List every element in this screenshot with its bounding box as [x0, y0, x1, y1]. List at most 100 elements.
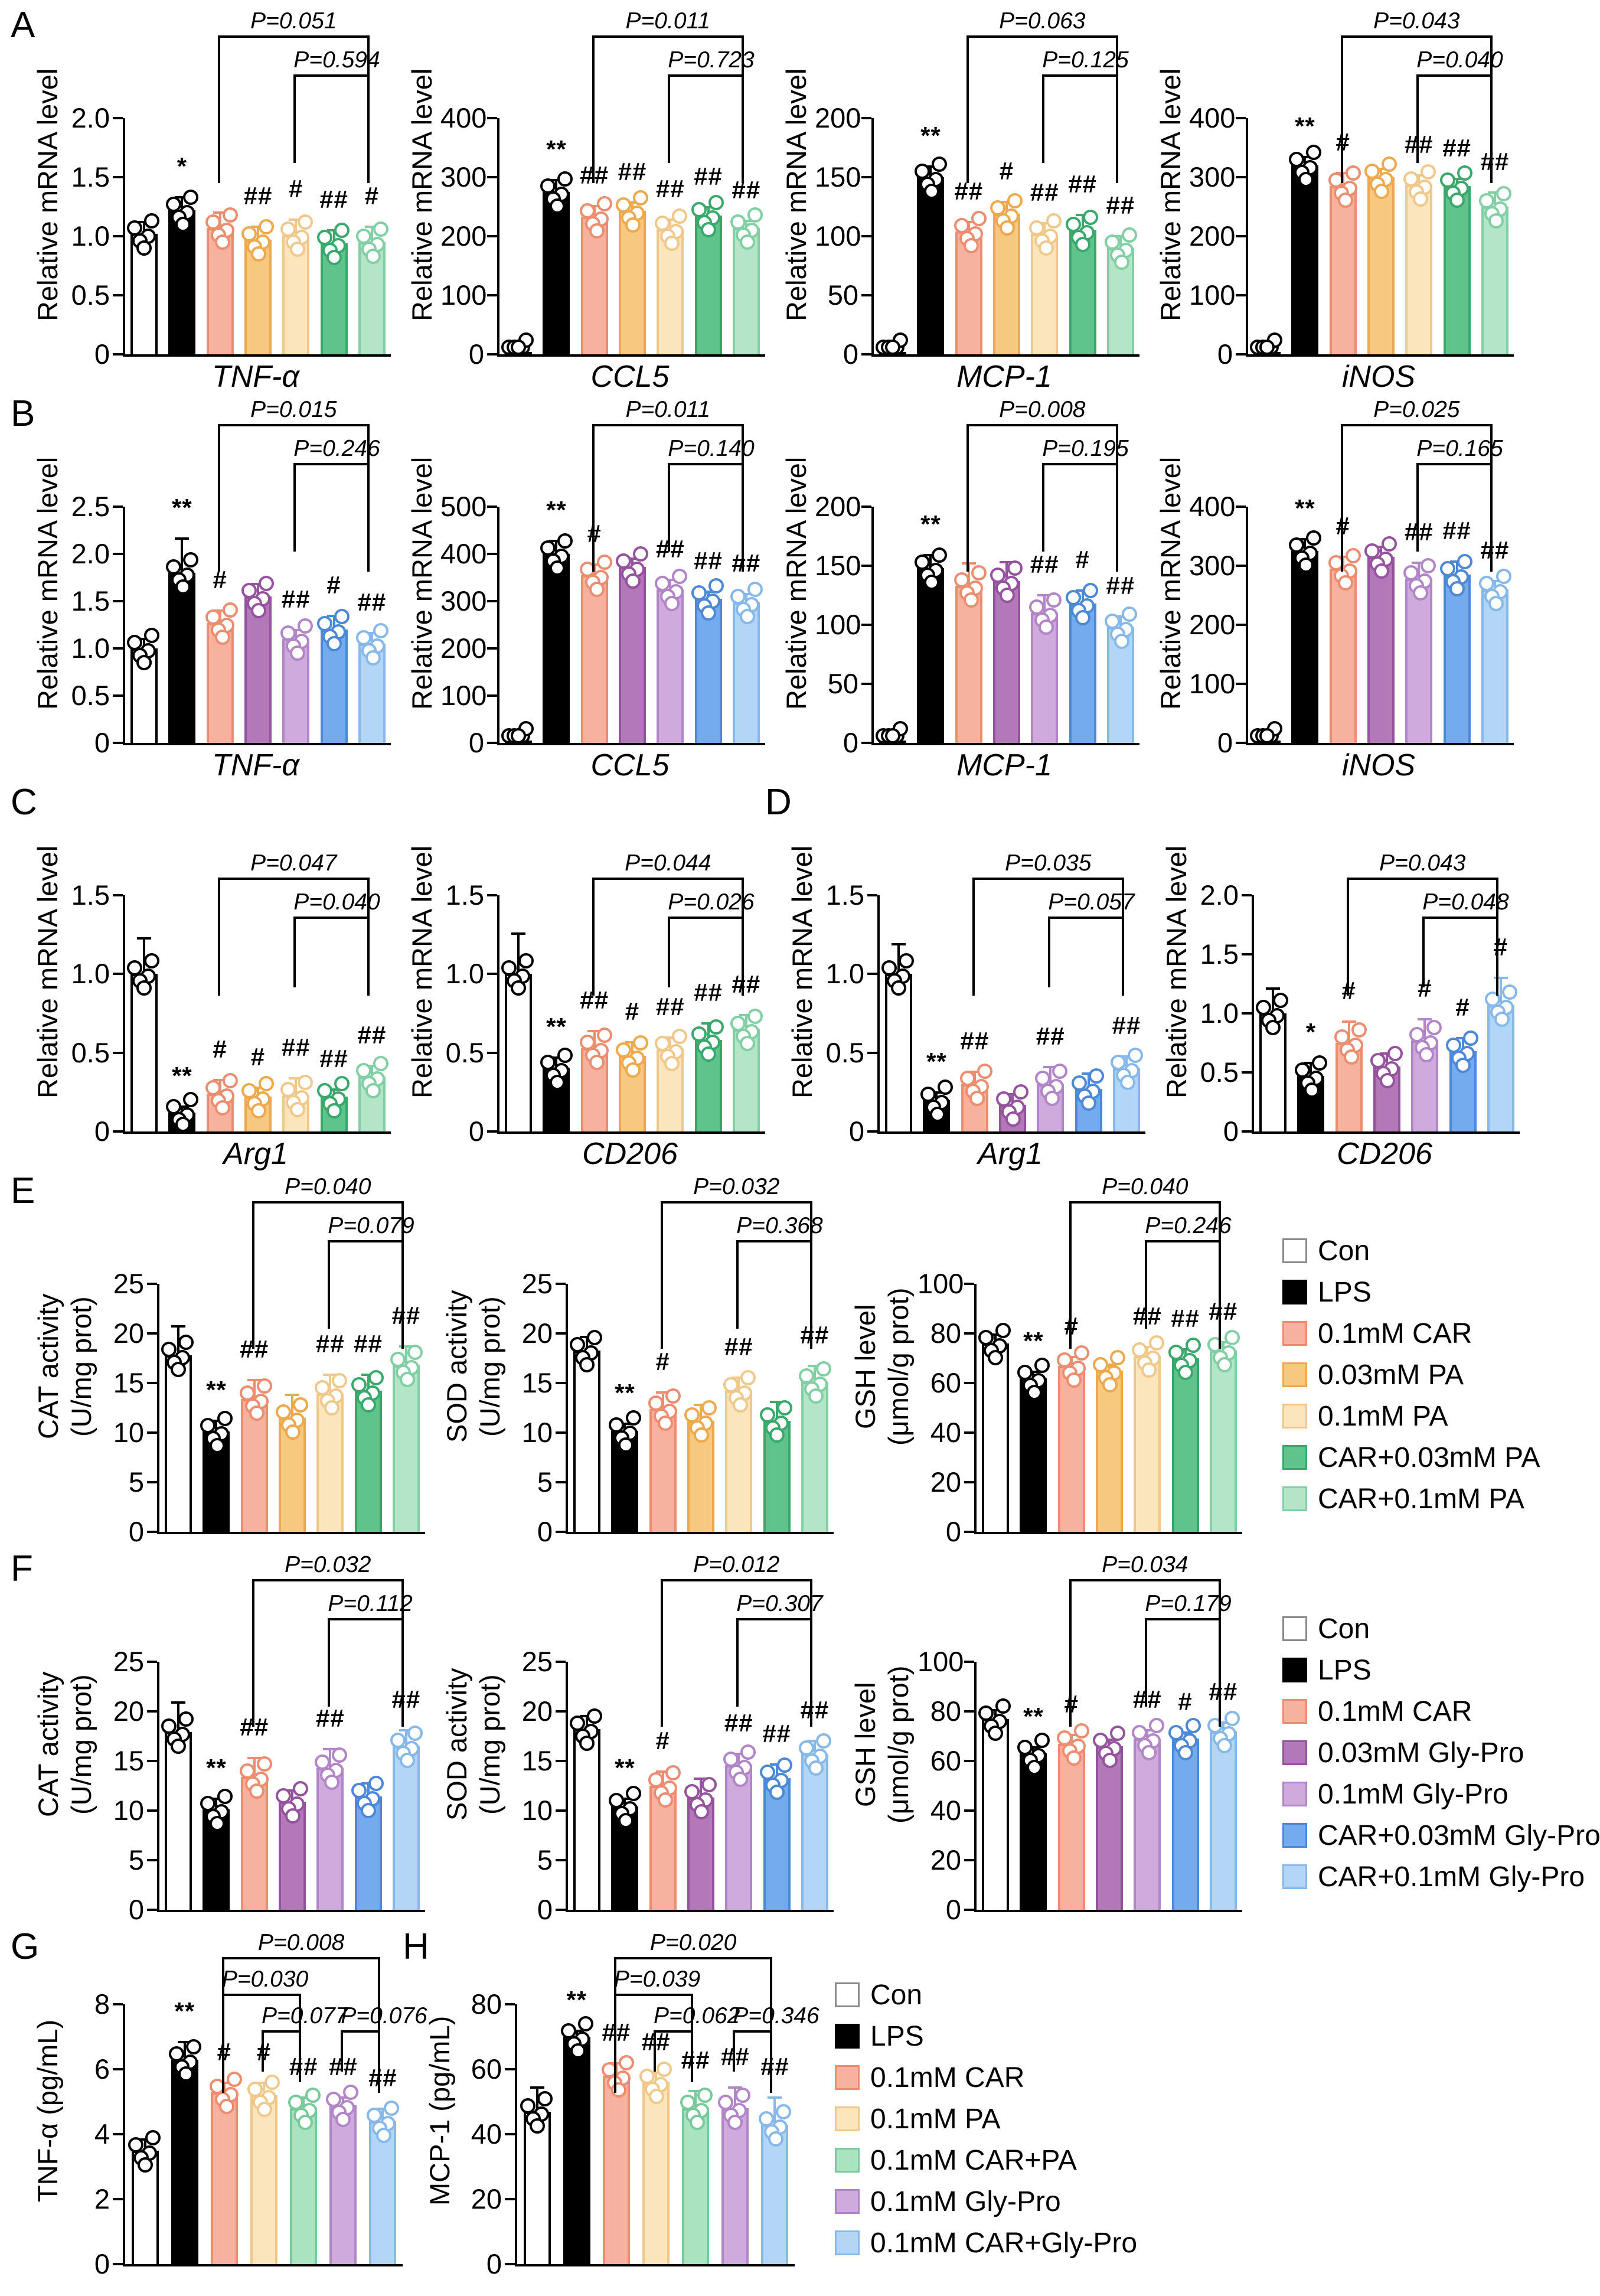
bar — [165, 1355, 192, 1532]
data-point — [1345, 548, 1361, 563]
bar — [505, 974, 533, 1131]
y-tick-mark — [861, 176, 871, 178]
error-bar — [1087, 1075, 1090, 1089]
error-bar — [181, 540, 184, 573]
p-value-bracket — [1042, 463, 1118, 465]
bar-chart: Relative mRNA levelP=0.043P=0.048*####00… — [1158, 813, 1520, 1171]
legend-label: 0.1mM CAR — [1318, 1695, 1472, 1727]
p-value-bracket-end — [1115, 74, 1118, 163]
error-bar-cap — [1216, 1341, 1230, 1343]
y-tick-mark — [113, 553, 123, 555]
significance-label: ## — [762, 1720, 791, 1748]
legend-swatch — [835, 2065, 860, 2090]
legend-swatch — [1282, 1782, 1307, 1806]
y-tick-label: 25 — [521, 1646, 553, 1677]
y-tick-mark — [113, 647, 123, 650]
data-point — [175, 1117, 191, 1132]
data-point — [334, 1076, 350, 1092]
data-point — [171, 1739, 187, 1754]
bar — [1335, 1043, 1363, 1131]
y-tick-label: 1.5 — [1200, 938, 1239, 970]
y-tick-label: 0 — [468, 1116, 484, 1147]
data-point — [537, 2090, 553, 2106]
p-value-label: P=0.057 — [1048, 889, 1135, 915]
error-bar-cap — [175, 537, 190, 540]
p-value-label: P=0.246 — [293, 436, 380, 461]
figure-row: F CAT activity (U/mg prot) P=0.032 P=0.112 *… — [8, 1550, 1600, 1926]
error-bar — [707, 1024, 710, 1041]
panel-charts: Relative mRNA level P=0.047 P=0.040 ** # # ## #… — [30, 813, 765, 1171]
data-point — [175, 217, 191, 232]
data-point — [1273, 993, 1289, 1008]
p-value-label: P=0.012 — [693, 1552, 780, 1577]
data-point — [1216, 1737, 1232, 1753]
y-tick-mark — [113, 235, 123, 237]
data-point — [1382, 536, 1397, 552]
p-value-bracket-end — [1069, 1201, 1072, 1349]
y-axis-label: SOD activity (U/mg prot) — [441, 1668, 505, 1821]
y-tick-mark — [113, 2003, 123, 2005]
p-value-bracket-end — [217, 35, 220, 183]
y-tick-label: 20 — [521, 1317, 553, 1349]
data-point — [1102, 1377, 1118, 1392]
error-bar-cap — [625, 1041, 639, 1043]
chart-title: iNOS — [1341, 748, 1416, 782]
error-bar-cap — [728, 2086, 743, 2089]
data-point — [1457, 554, 1472, 569]
error-bar — [370, 1067, 373, 1077]
error-bar — [263, 2083, 265, 2095]
data-point — [739, 608, 755, 624]
error-bar — [1347, 1023, 1350, 1043]
y-tick-mark — [487, 1130, 497, 1133]
significance-label: ** — [615, 1378, 635, 1407]
error-bar-cap — [694, 1403, 708, 1406]
y-tick-mark — [1236, 683, 1246, 685]
plot-area: * ## # ## # — [123, 118, 391, 357]
error-bar-cap — [364, 632, 379, 634]
panel-charts: Relative mRNA level P=0.051 P=0.594 * ## # ## #… — [30, 8, 1514, 394]
y-tick-label: 0.5 — [71, 680, 110, 711]
y-axis-label: TNF-α (pg/mL) — [32, 2019, 63, 2202]
panel-charts: TNF-α (pg/mL) P=0.008 P=0.030 P=0.077 P=0.07… — [30, 1930, 427, 2281]
data-point — [1343, 1049, 1359, 1065]
p-brackets: P=0.040 P=0.246 — [974, 1174, 1240, 1349]
error-bar — [181, 198, 184, 210]
data-point — [899, 953, 915, 969]
legend-label: Con — [1318, 1613, 1370, 1645]
data-point — [665, 1765, 681, 1780]
bar — [732, 602, 760, 743]
significance-label: # — [1311, 977, 1387, 1005]
error-bar — [302, 2098, 305, 2108]
p-value-bracket — [613, 1994, 694, 1996]
error-bar-cap — [247, 1756, 262, 1759]
data-point — [136, 655, 152, 670]
p-value-bracket-end — [221, 1994, 224, 2082]
data-point — [315, 1754, 331, 1770]
data-point — [1121, 227, 1137, 243]
legend-item: 0.03mM Gly-Pro — [1282, 1737, 1600, 1769]
bar — [580, 217, 608, 354]
significance-label: # — [1455, 993, 1470, 1021]
error-bar-cap — [1298, 538, 1312, 540]
y-tick-label: 0 — [945, 1516, 961, 1547]
bar — [316, 1394, 344, 1532]
error-bar — [370, 634, 373, 644]
data-point — [360, 1803, 376, 1819]
bar — [329, 2105, 357, 2264]
p-value-label: P=0.723 — [668, 47, 755, 73]
plot-area: **####### — [974, 1284, 1242, 1534]
plot-column: P=0.040 P=0.079 ** ## ## ## ## 0 5 10 15 20 25 — [100, 1174, 425, 1547]
plot-area: ** ## ## ## — [157, 1662, 425, 1912]
data-point — [1065, 590, 1081, 605]
error-bar-cap — [1493, 977, 1508, 979]
data-point — [697, 2088, 713, 2103]
legend-swatch — [1282, 1616, 1307, 1641]
chart-title — [515, 2264, 792, 2281]
data-point — [633, 190, 648, 206]
chart-body: P=0.044 P=0.026 ** ## # ## ## ## 0 0.5 1.0 1.5 CD206 — [440, 813, 765, 1171]
y-axis-label: Relative mRNA level — [406, 68, 437, 322]
p-value-bracket-end — [1422, 917, 1425, 987]
data-point — [290, 1101, 306, 1117]
chart-body: P=0.012 P=0.307 ** # ## ## ## 0 5 10 15 20 25 — [509, 1552, 834, 1926]
y-tick-label: 60 — [930, 1745, 961, 1776]
